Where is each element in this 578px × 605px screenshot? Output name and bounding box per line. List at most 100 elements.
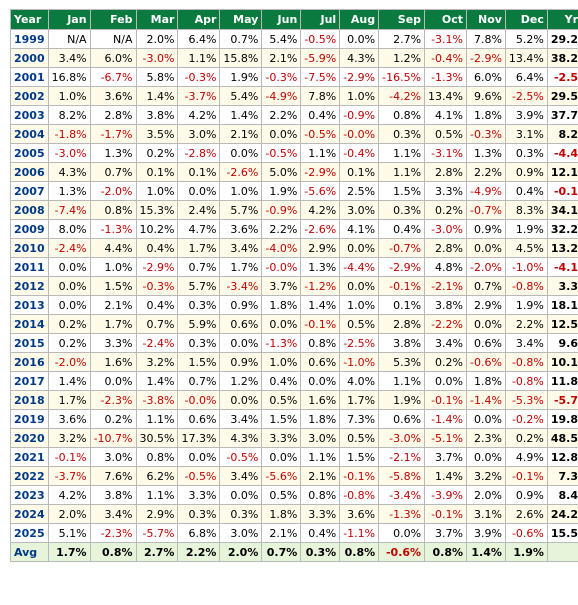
monthly-return-cell: 0.3% — [378, 124, 426, 144]
monthly-return-cell: 1.6% — [89, 352, 137, 372]
yearly-return-cell: -0.1% — [546, 181, 578, 201]
monthly-return-cell: 0.4% — [135, 238, 179, 258]
column-header-feb: Feb — [89, 9, 137, 30]
monthly-return-cell: -3.0% — [135, 48, 179, 68]
monthly-return-cell: 5.7% — [219, 200, 263, 220]
monthly-return-cell: -2.9% — [378, 257, 426, 277]
monthly-return-cell: 2.9% — [300, 238, 341, 258]
monthly-return-cell: 0.5% — [261, 390, 302, 410]
monthly-return-cell: 3.0% — [300, 428, 341, 448]
monthly-return-cell: 1.1% — [135, 485, 179, 505]
monthly-return-cell: 7.3% — [339, 409, 380, 429]
yearly-return-cell: 11.8% — [546, 371, 578, 391]
monthly-return-cell: 3.3% — [89, 333, 137, 353]
monthly-return-cell: -2.4% — [135, 333, 179, 353]
table-row: 2002 1.0% 3.6% 1.4% -3.7% 5.4% -4.9% 7.8% 1.0% -4… — [10, 86, 578, 106]
monthly-return-cell: 0.0% — [466, 447, 506, 467]
monthly-return-cell: 1.0% — [339, 86, 380, 106]
monthly-return-cell: 0.9% — [504, 162, 548, 182]
monthly-return-cell: -0.3% — [177, 67, 221, 87]
monthly-return-cell: 1.7% — [339, 390, 380, 410]
table-row: 2010 -2.4% 4.4% 0.4% 1.7% 3.4% -4.0% 2.9% 0.0% -0… — [10, 238, 578, 258]
table-row: 2001 16.8% -6.7% 5.8% -0.3% 1.9% -0.3% -7.5% -2.… — [10, 67, 578, 87]
table-row: 2025 5.1% -2.3% -5.7% 6.8% 3.0% 2.1% 0.4% -1.1% 0… — [10, 523, 578, 543]
monthly-return-cell: -5.8% — [378, 466, 426, 486]
monthly-return-cell: 3.1% — [466, 504, 506, 524]
monthly-return-cell: 0.0% — [219, 390, 263, 410]
monthly-return-cell: -0.3% — [466, 124, 506, 144]
monthly-return-cell: 1.5% — [261, 409, 302, 429]
monthly-return-cell: 1.0% — [135, 181, 179, 201]
returns-table-container: Year Jan Feb Mar Apr May Jun Jul Aug Sep Oct Nov Dec… — [10, 9, 578, 562]
monthly-return-cell: 1.7% — [219, 257, 263, 277]
monthly-return-cell: -0.8% — [504, 371, 548, 391]
yearly-return-cell: 10.1% — [546, 352, 578, 372]
table-row: 2015 0.2% 3.3% -2.4% 0.3% 0.0% -1.3% 0.8% -2.5% 3… — [10, 333, 578, 353]
year-cell: 2006 — [10, 162, 49, 182]
monthly-return-cell: -3.7% — [47, 466, 91, 486]
column-header-may: May — [219, 9, 263, 30]
monthly-return-cell: 1.9% — [219, 67, 263, 87]
monthly-return-cell: -3.0% — [378, 428, 426, 448]
monthly-return-cell: 1.8% — [261, 295, 302, 315]
monthly-return-cell: -0.1% — [47, 447, 91, 467]
yearly-return-cell: -4.4% — [546, 143, 578, 163]
monthly-return-cell: -2.0% — [47, 352, 91, 372]
column-header-jan: Jan — [47, 9, 91, 30]
monthly-return-cell: 0.8% — [135, 447, 179, 467]
monthly-return-cell: 0.5% — [339, 428, 380, 448]
monthly-return-cell: 1.5% — [89, 276, 137, 296]
monthly-return-cell: 0.0% — [219, 143, 263, 163]
monthly-return-cell: 0.0% — [424, 371, 467, 391]
monthly-return-cell: 15.8% — [219, 48, 263, 68]
table-row: 2003 8.2% 2.8% 3.8% 4.2% 1.4% 2.2% 0.4% -0.9% 0.8… — [10, 105, 578, 125]
monthly-return-cell: 1.4% — [135, 371, 179, 391]
monthly-return-cell: 3.3% — [177, 485, 221, 505]
monthly-return-cell: 2.6% — [504, 504, 548, 524]
monthly-return-cell: 6.4% — [504, 67, 548, 87]
monthly-return-cell: 0.0% — [300, 371, 341, 391]
monthly-return-cell: -3.8% — [135, 390, 179, 410]
monthly-return-cell: -0.0% — [261, 257, 302, 277]
monthly-return-cell: 5.4% — [261, 29, 302, 49]
monthly-return-cell: 4.5% — [504, 238, 548, 258]
monthly-return-cell: 9.6% — [466, 86, 506, 106]
table-row: 2018 1.7% -2.3% -3.8% -0.0% 0.0% 0.5% 1.6% 1.7% 1… — [10, 390, 578, 410]
monthly-return-cell: 0.0% — [219, 485, 263, 505]
monthly-return-cell: 3.8% — [89, 485, 137, 505]
monthly-return-cell: 2.8% — [424, 162, 467, 182]
monthly-return-cell: 0.5% — [339, 314, 380, 334]
monthly-return-cell: -3.7% — [177, 86, 221, 106]
column-header-jul: Jul — [300, 9, 341, 30]
monthly-return-cell: 10.2% — [135, 219, 179, 239]
monthly-return-cell: 1.3% — [300, 257, 341, 277]
monthly-return-cell: 2.0% — [135, 29, 179, 49]
monthly-return-cell: 0.0% — [219, 333, 263, 353]
year-cell: 2007 — [10, 181, 49, 201]
monthly-return-cell: -7.5% — [300, 67, 341, 87]
table-row: 2007 1.3% -2.0% 1.0% 0.0% 1.0% 1.9% -5.6% 2.5% 1.… — [10, 181, 578, 201]
monthly-return-cell: 7.8% — [466, 29, 506, 49]
monthly-return-cell: -0.7% — [466, 200, 506, 220]
monthly-return-cell: -0.3% — [135, 276, 179, 296]
monthly-return-cell: -0.3% — [261, 67, 302, 87]
monthly-return-cell: 3.8% — [378, 333, 426, 353]
monthly-return-cell: 0.9% — [219, 352, 263, 372]
column-header-nov: Nov — [466, 9, 506, 30]
table-header-row: Year Jan Feb Mar Apr May Jun Jul Aug Sep Oct Nov Dec… — [10, 9, 578, 30]
monthly-return-cell: 2.9% — [466, 295, 506, 315]
monthly-return-cell: 2.0% — [47, 504, 91, 524]
monthly-return-cell: -1.2% — [300, 276, 341, 296]
monthly-return-cell: -2.2% — [424, 314, 467, 334]
monthly-return-cell: 0.7% — [177, 371, 221, 391]
year-cell: 2003 — [10, 105, 49, 125]
monthly-return-cell: -2.3% — [89, 523, 137, 543]
monthly-return-cell: 4.9% — [504, 447, 548, 467]
monthly-return-cell: -0.4% — [339, 143, 380, 163]
monthly-return-cell: -0.1% — [504, 466, 548, 486]
monthly-return-cell: 3.2% — [466, 466, 506, 486]
year-cell: 2004 — [10, 124, 49, 144]
year-cell: 2024 — [10, 504, 49, 524]
monthly-return-cell: -0.8% — [504, 276, 548, 296]
monthly-return-cell: 0.9% — [219, 295, 263, 315]
